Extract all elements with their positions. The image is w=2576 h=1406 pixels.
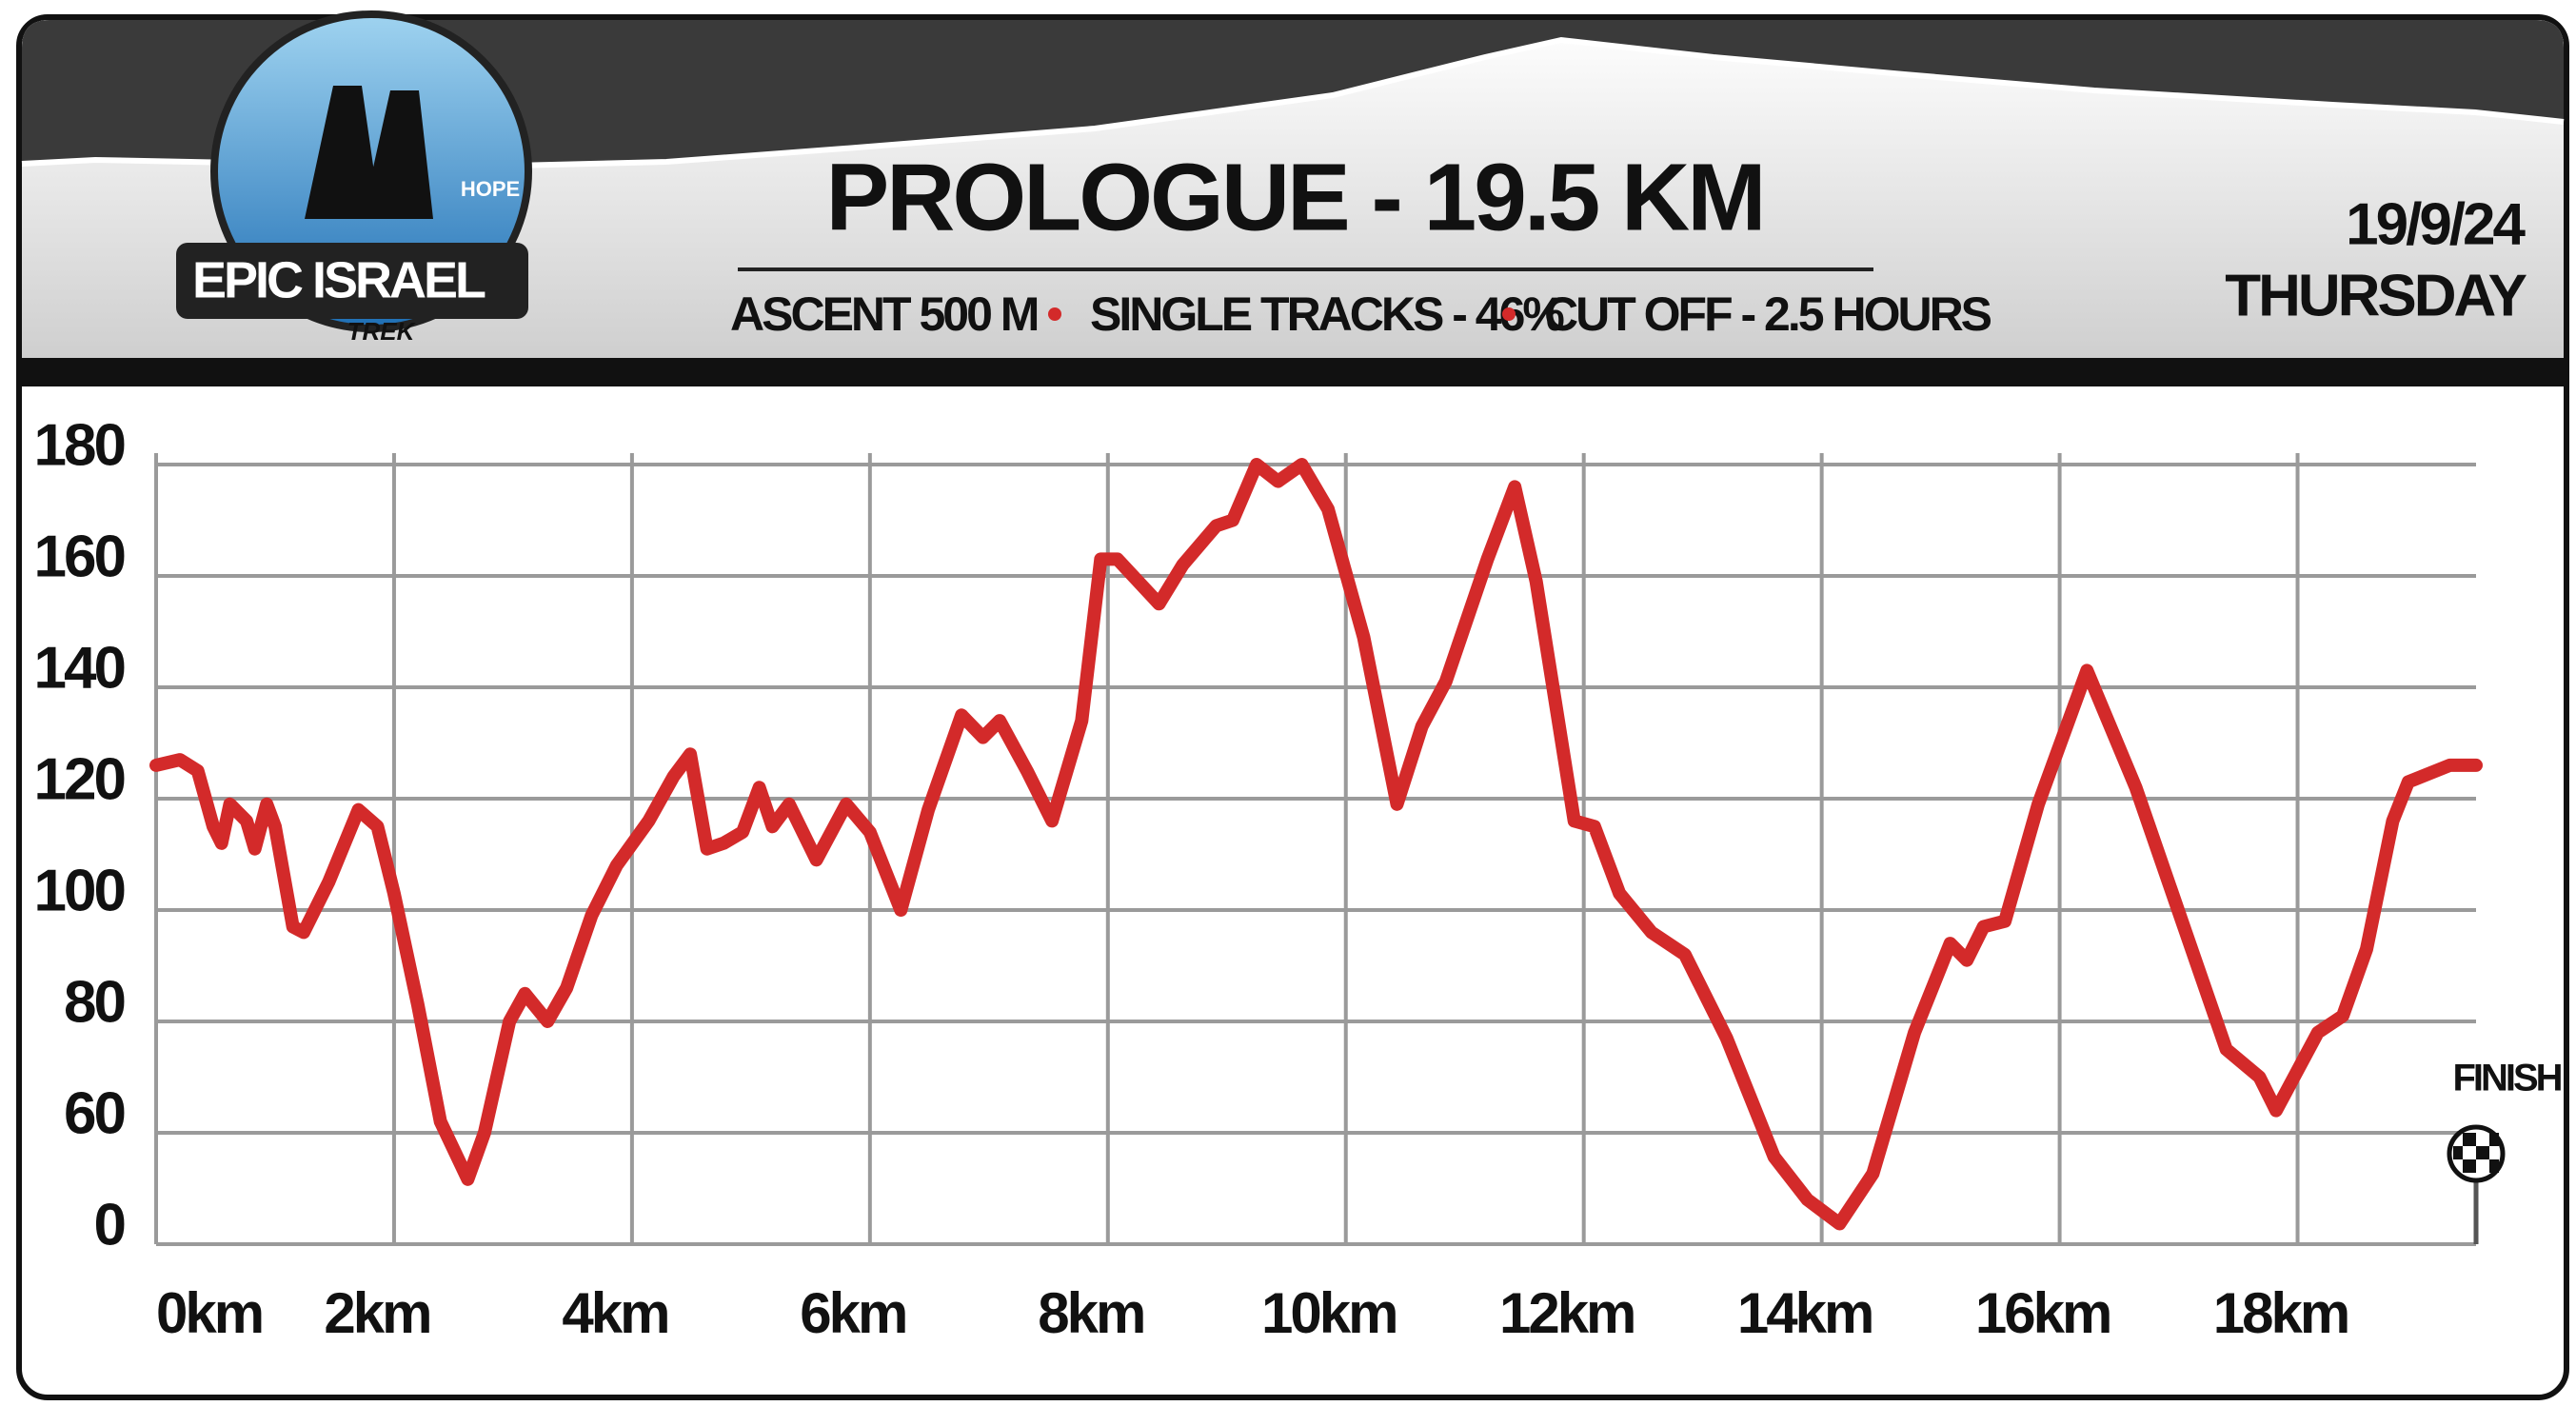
date: 19/9/24 [2346, 191, 2526, 257]
single-tracks: SINGLE TRACKS - 46% [1090, 287, 1564, 341]
y-tick-label: 180 [34, 412, 125, 478]
finish-label: FINISH [2452, 1058, 2561, 1099]
logo-name: EPIC ISRAEL [192, 251, 485, 308]
y-tick-label: 160 [34, 524, 125, 589]
x-tick-label: 6km [800, 1281, 905, 1345]
y-tick-label: 120 [34, 746, 125, 812]
day: THURSDAY [2225, 263, 2526, 328]
header-band [22, 358, 2564, 386]
x-tick-label: 10km [1261, 1281, 1396, 1345]
bullet [1048, 307, 1061, 321]
x-tick-label: 0km [156, 1281, 262, 1345]
x-tick-label: 4km [562, 1281, 667, 1345]
x-tick-label: 12km [1499, 1281, 1634, 1345]
x-tick-label: 18km [2213, 1281, 2348, 1345]
x-tick-label: 8km [1038, 1281, 1143, 1345]
y-tick-label: 140 [34, 635, 125, 701]
logo-sponsor: TREK [347, 317, 417, 346]
x-tick-label: 2km [324, 1281, 429, 1345]
logo-plate [176, 243, 528, 319]
logo-badge: HOPE [461, 177, 520, 201]
y-tick-label: 100 [34, 858, 125, 923]
finish-flag [2447, 1124, 2506, 1244]
x-tick-label: 14km [1737, 1281, 1872, 1345]
y-tick-label: 80 [64, 969, 124, 1035]
cut-off: CUT OFF - 2.5 HOURS [1544, 287, 1991, 341]
ascent: ASCENT 500 M [730, 287, 1038, 341]
y-tick-label: 0 [94, 1192, 125, 1257]
header-mountain [22, 20, 2564, 167]
flag-checks [2453, 1133, 2499, 1173]
logo-riders [305, 86, 433, 219]
plot: 0 60 80 100 120 140 160 180 0km 2km 4km 6km 8km 10km 1… [34, 412, 2483, 1345]
x-tick-label: 16km [1975, 1281, 2110, 1345]
logo: EPIC ISRAEL TREK HOPE [176, 10, 532, 346]
header-title: PROLOGUE - 19.5 KM [825, 144, 1763, 250]
y-tick-label: 60 [64, 1080, 124, 1146]
elevation-line [149, 458, 2483, 1231]
bullet [1502, 307, 1516, 321]
